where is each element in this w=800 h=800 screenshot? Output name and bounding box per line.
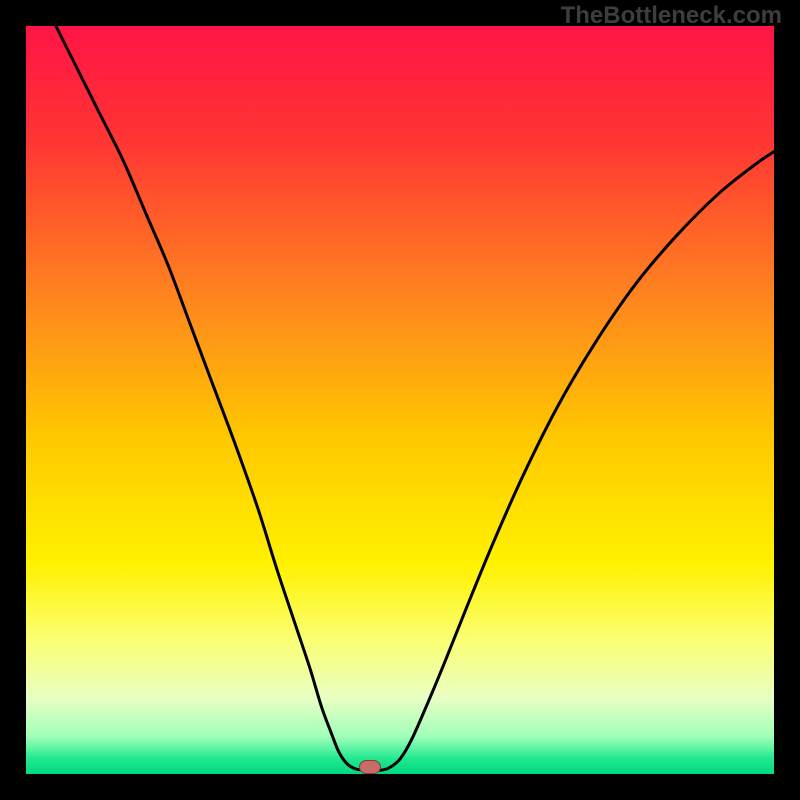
bottleneck-curve — [26, 26, 774, 774]
minimum-marker-pill — [360, 760, 381, 773]
plot-area — [26, 26, 774, 774]
outer-frame: TheBottleneck.com — [0, 0, 800, 800]
watermark-text: TheBottleneck.com — [561, 2, 782, 30]
curve-path — [56, 26, 774, 770]
minimum-marker — [359, 760, 381, 774]
